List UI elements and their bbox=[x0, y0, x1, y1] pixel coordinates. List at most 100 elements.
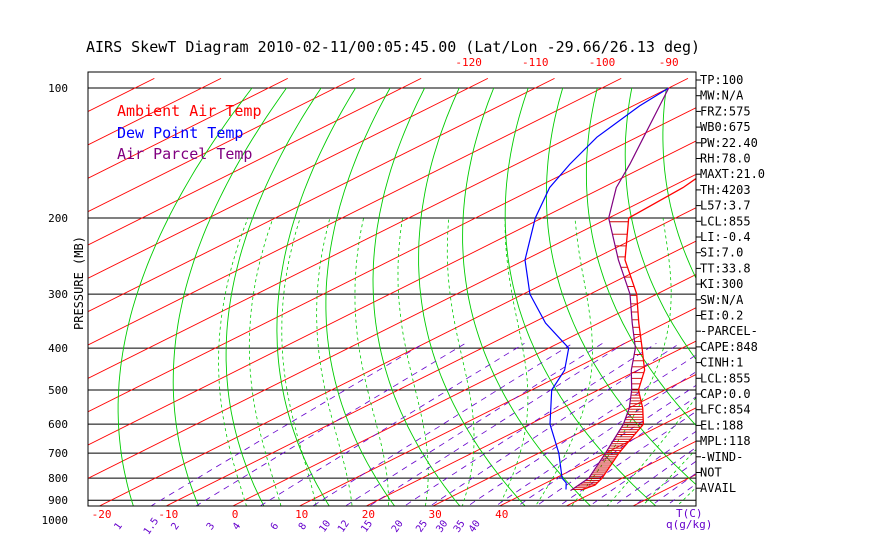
dry-adiabat-80 bbox=[662, 87, 696, 280]
mixing-ratio-3 bbox=[403, 342, 657, 506]
bottom-temp-axis: -20 -10 0 10 20 30 40 bbox=[92, 508, 509, 521]
ambient-temp-line bbox=[582, 177, 696, 491]
mixing-ratio-10 bbox=[517, 384, 696, 506]
isotherm--10 bbox=[365, 340, 696, 506]
mixing-ratio-0.2 bbox=[195, 342, 466, 506]
top-tick--110: -110 bbox=[522, 56, 549, 69]
mixing-ratio-tick-3: 3 bbox=[205, 521, 217, 532]
isotherm--90 bbox=[88, 77, 689, 379]
isotherm--30 bbox=[231, 273, 696, 506]
dry-adiabat--40 bbox=[117, 87, 253, 506]
isotherm--130 bbox=[88, 77, 422, 246]
mixing-ratio-tick-1: 1 bbox=[112, 521, 124, 532]
mixing-ratio-unit-label: q(g/kg) bbox=[666, 518, 712, 531]
index-19: LCL:855 bbox=[700, 371, 751, 385]
mixing-ratio-12 bbox=[535, 396, 696, 506]
pressure-tick-800: 800 bbox=[48, 472, 68, 485]
moist-adiabat-30 bbox=[606, 396, 696, 506]
bottom-tick-20: 20 bbox=[362, 508, 375, 521]
moist-adiabat--15 bbox=[248, 217, 282, 506]
isotherm--120 bbox=[88, 77, 489, 279]
isotherm--100 bbox=[88, 77, 622, 346]
plot-area bbox=[88, 77, 870, 529]
isotherm--60 bbox=[88, 173, 696, 479]
mixing-ratio-20 bbox=[588, 430, 696, 506]
mixing-ratio-tick-12: 12 bbox=[336, 518, 352, 534]
index-12: TT:33.8 bbox=[700, 261, 751, 275]
mixing-ratio-1 bbox=[312, 342, 574, 506]
pressure-tick-600: 600 bbox=[48, 418, 68, 431]
bottom-tick--10: -10 bbox=[158, 508, 178, 521]
moist-adiabat-0 bbox=[354, 217, 390, 506]
dry-adiabat--20 bbox=[225, 87, 322, 506]
dry-adiabat-10 bbox=[372, 87, 461, 506]
mixing-ratio-4 bbox=[429, 342, 681, 506]
mixing-ratio-2 bbox=[368, 342, 625, 506]
chart-title: AIRS SkewT Diagram 2010-02-11/00:05:45.0… bbox=[86, 38, 700, 56]
mixing-ratio-25 bbox=[613, 446, 696, 506]
dry-adiabat-20 bbox=[418, 87, 526, 506]
index-20: CAP:0.0 bbox=[700, 387, 751, 401]
pressure-tick-1000: 1000 bbox=[42, 514, 69, 527]
dry-adiabat--10 bbox=[276, 87, 356, 506]
dry-adiabat-50 bbox=[545, 87, 696, 486]
moist-adiabat-15 bbox=[498, 218, 529, 506]
index-2: FRZ:575 bbox=[700, 104, 751, 118]
dry-adiabat-0 bbox=[325, 87, 396, 506]
isotherm--80 bbox=[88, 107, 696, 413]
isotherm-0 bbox=[431, 373, 696, 506]
mixing-ratio-0.5 bbox=[259, 342, 525, 506]
mixing-ratio-lines bbox=[150, 342, 696, 506]
dry-adiabat-120 bbox=[804, 88, 870, 522]
top-tick--100: -100 bbox=[589, 56, 616, 69]
pressure-axis: 100 200 300 400 500 600 700 800 900 1000 bbox=[42, 82, 69, 527]
index-7: TH:4203 bbox=[700, 183, 751, 197]
isotherm--20 bbox=[298, 307, 696, 506]
top-tick--90: -90 bbox=[659, 56, 679, 69]
mixing-ratio-tick-8: 8 bbox=[297, 521, 309, 532]
pressure-tick-500: 500 bbox=[48, 384, 68, 397]
moist-adiabat-40 bbox=[676, 487, 696, 506]
dry-adiabat-70 bbox=[624, 87, 696, 361]
moist-adiabat-10 bbox=[446, 217, 475, 506]
moist-adiabat-35 bbox=[641, 448, 696, 506]
x-axis-unit-label: T(C) bbox=[676, 507, 703, 520]
isotherm-60 bbox=[787, 78, 870, 529]
index-10: LI:-0.4 bbox=[700, 230, 751, 244]
dry-adiabat-60 bbox=[585, 87, 696, 427]
pressure-tick-700: 700 bbox=[48, 447, 68, 460]
mixing-ratio-tick-20: 20 bbox=[390, 518, 406, 534]
mixing-ratio-tick-4: 4 bbox=[231, 521, 243, 532]
mixing-ratio-tick-35: 35 bbox=[452, 518, 468, 534]
isotherm--40 bbox=[165, 240, 696, 506]
bottom-tick-10: 10 bbox=[295, 508, 308, 521]
moist-adiabat-20 bbox=[535, 217, 593, 506]
index-0: TP:100 bbox=[700, 73, 743, 87]
isotherm--150 bbox=[88, 77, 288, 179]
y-axis-label: PRESSURE (MB) bbox=[72, 236, 86, 330]
index-14: SW:N/A bbox=[700, 293, 744, 307]
dry-adiabat-110 bbox=[770, 88, 870, 522]
pressure-tick-300: 300 bbox=[48, 288, 68, 301]
dry-adiabat-30 bbox=[462, 87, 592, 506]
moist-adiabat--5 bbox=[316, 217, 353, 506]
mixing-ratio-tick-6: 6 bbox=[269, 521, 281, 532]
index-18: CINH:1 bbox=[700, 356, 743, 370]
isotherm--110 bbox=[88, 77, 555, 313]
index-9: LCL:855 bbox=[700, 214, 751, 228]
bottom-tick-0: 0 bbox=[232, 508, 239, 521]
mixing-ratio-tick-40: 40 bbox=[467, 519, 483, 535]
index-25: NOT bbox=[700, 466, 722, 480]
dry-adiabat--30 bbox=[172, 87, 287, 506]
index-21: LFC:854 bbox=[700, 403, 751, 417]
mixing-ratio-15 bbox=[558, 411, 696, 506]
index-26: AVAIL bbox=[700, 481, 736, 495]
bottom-tick-40: 40 bbox=[495, 508, 508, 521]
mixing-ratio-8 bbox=[494, 371, 696, 506]
moist-adiabat-5 bbox=[397, 217, 429, 506]
top-temp-axis: -120 -110 -100 -90 bbox=[455, 56, 678, 69]
isotherm-20 bbox=[565, 440, 696, 506]
top-tick--120: -120 bbox=[455, 56, 482, 69]
dry-adiabat-lines bbox=[117, 87, 870, 522]
